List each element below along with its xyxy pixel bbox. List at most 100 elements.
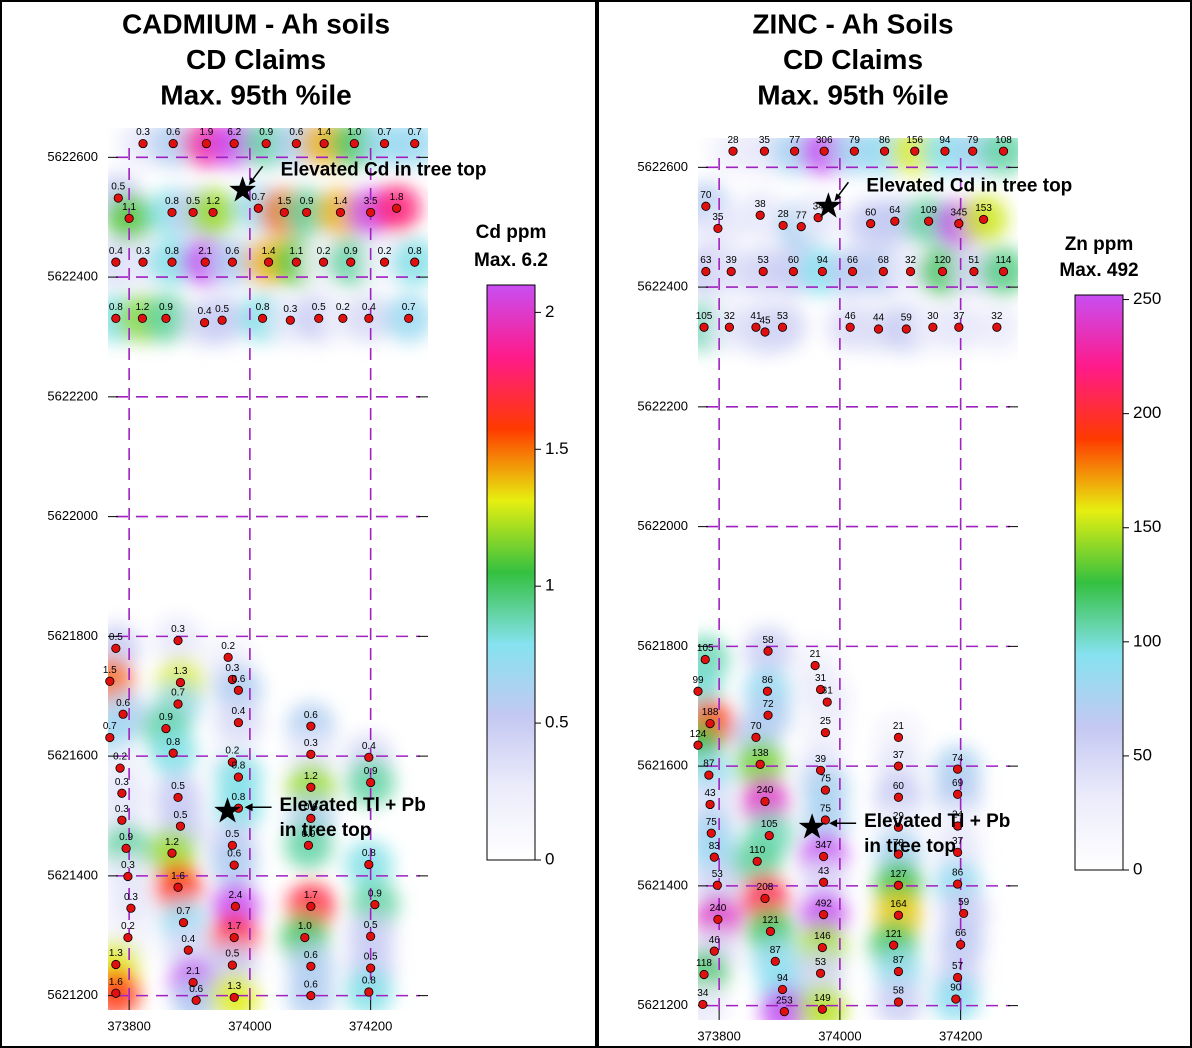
sample-point — [811, 661, 819, 669]
sample-label: 46 — [845, 311, 857, 322]
colorbar — [487, 285, 535, 860]
sample-label: 0.5 — [186, 196, 200, 207]
sample-point — [906, 267, 914, 275]
sample-label: 138 — [752, 748, 769, 759]
sample-point — [365, 988, 373, 996]
sample-point — [979, 215, 987, 223]
sample-label: 0.9 — [159, 302, 173, 313]
sample-label: 0.4 — [362, 302, 376, 313]
sample-label: 0.6 — [231, 674, 245, 685]
y-tick-label: 5621600 — [47, 748, 98, 763]
sample-label: 110 — [749, 845, 765, 856]
sample-label: 39 — [815, 754, 827, 765]
sample-label: 0.9 — [119, 832, 133, 843]
sample-label: 0.7 — [171, 688, 185, 699]
sample-label: 58 — [893, 986, 905, 997]
sample-label: 208 — [757, 882, 774, 893]
sample-label: 87 — [893, 955, 905, 966]
sample-point — [307, 962, 315, 970]
sample-label: 28 — [778, 209, 790, 220]
sample-label: 156 — [906, 135, 923, 146]
sample-label: 105 — [697, 643, 714, 654]
y-tick-label: 5622200 — [47, 388, 98, 403]
sample-label: 0.3 — [283, 304, 297, 315]
sample-point — [218, 316, 226, 324]
sample-label: 30 — [927, 311, 939, 322]
sample-label: 64 — [889, 205, 901, 216]
sample-label: 0.6 — [116, 698, 130, 709]
sample-point — [280, 208, 288, 216]
sample-point — [176, 822, 184, 830]
y-tick-label: 5621400 — [637, 877, 688, 892]
sample-label: 2.1 — [198, 246, 212, 257]
x-tick-label: 374000 — [818, 1028, 861, 1043]
sample-label: 87 — [703, 759, 715, 770]
sample-point — [850, 147, 858, 155]
sample-label: 94 — [777, 973, 789, 984]
sample-point — [820, 147, 828, 155]
sample-label: 1.4 — [317, 127, 331, 138]
chart-title: Max. 95th %ile — [757, 79, 948, 110]
sample-point — [953, 880, 961, 888]
sample-point — [122, 844, 130, 852]
y-tick-label: 5621800 — [47, 628, 98, 643]
sample-point — [894, 793, 902, 801]
colorbar-tick-label: 1.5 — [545, 439, 569, 458]
sample-label: 90 — [950, 983, 962, 994]
sample-point — [201, 258, 209, 266]
colorbar-tick-label: 0.5 — [545, 713, 569, 732]
sample-label: 0.5 — [225, 949, 239, 960]
sample-label: 0.7 — [103, 721, 117, 732]
sample-point — [262, 139, 270, 147]
sample-point — [818, 267, 826, 275]
sample-label: 0.6 — [304, 950, 318, 961]
sample-point — [848, 267, 856, 275]
sample-point — [821, 786, 829, 794]
sample-point — [761, 797, 769, 805]
sample-label: 1.8 — [390, 192, 404, 203]
sample-point — [902, 325, 910, 333]
sample-point — [729, 147, 737, 155]
sample-label: 0.5 — [173, 810, 187, 821]
sample-label: 53 — [777, 311, 789, 322]
sample-point — [112, 960, 120, 968]
sample-label: 240 — [757, 785, 774, 796]
sample-point — [307, 783, 315, 791]
sample-label: 77 — [796, 210, 808, 221]
sample-point — [999, 267, 1007, 275]
x-tick-label: 373800 — [697, 1028, 740, 1043]
sample-label: 105 — [761, 819, 778, 830]
sample-point — [234, 773, 242, 781]
sample-label: 120 — [934, 255, 951, 266]
sample-label: 118 — [696, 958, 712, 969]
sample-label: 35 — [759, 135, 771, 146]
sample-label: 0.6 — [189, 984, 203, 995]
sample-label: 0.2 — [221, 641, 235, 652]
sample-point — [725, 323, 733, 331]
sample-label: 66 — [955, 928, 967, 939]
sample-point — [891, 217, 899, 225]
sample-label: 240 — [710, 903, 727, 914]
sample-label: 70 — [750, 721, 762, 732]
sample-label: 0.6 — [289, 127, 303, 138]
sample-label: 114 — [996, 255, 1012, 266]
colorbar-tick-label: 150 — [1133, 517, 1161, 536]
sample-label: 0.9 — [364, 766, 378, 777]
sample-label: 0.3 — [121, 860, 135, 871]
sample-point — [894, 911, 902, 919]
sample-point — [894, 733, 902, 741]
sample-label: 1.7 — [304, 890, 318, 901]
sample-point — [125, 214, 133, 222]
sample-point — [765, 831, 773, 839]
sample-label: 1.6 — [171, 871, 185, 882]
sample-point — [938, 267, 946, 275]
sample-point — [779, 221, 787, 229]
sample-point — [969, 147, 977, 155]
colorbar — [1075, 295, 1123, 870]
sample-point — [347, 258, 355, 266]
sample-point — [894, 762, 902, 770]
sample-label: 0.2 — [121, 921, 135, 932]
y-tick-label: 5622400 — [637, 279, 688, 294]
sample-label: 1.1 — [289, 246, 303, 257]
sample-point — [411, 139, 419, 147]
